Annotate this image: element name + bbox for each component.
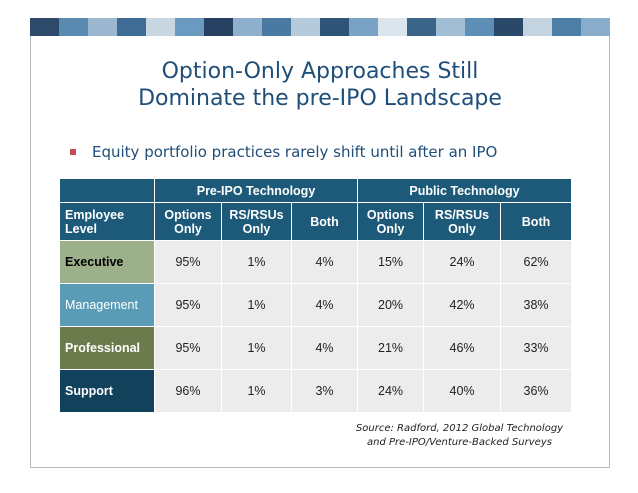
source-line-1: Source: Radford, 2012 Global Technology <box>355 423 564 434</box>
table-cell: 96% <box>154 369 222 413</box>
table-cell: 20% <box>357 283 425 327</box>
level-executive: Executive <box>59 240 155 284</box>
employee-level-header: Employee Level <box>59 202 155 241</box>
table-cell: 24% <box>357 369 425 413</box>
level-support: Support <box>59 369 155 413</box>
group-header-public: Public Technology <box>357 178 573 203</box>
group-header-pre-ipo: Pre-IPO Technology <box>153 178 359 203</box>
top-color-band <box>30 18 610 36</box>
level-professional: Professional <box>59 326 155 370</box>
col-header-rs-rsus-only: RS/RSUs Only <box>221 202 292 241</box>
table-cell: 1% <box>221 283 292 327</box>
table-cell: 62% <box>500 240 573 284</box>
table-cell: 95% <box>154 240 222 284</box>
table-cell: 24% <box>423 240 502 284</box>
source-note: Source: Radford, 2012 Global Technology … <box>352 422 567 450</box>
table-row-executive: Executive 95% 1% 4% 15% 24% 62% <box>59 240 573 284</box>
equity-table: Pre-IPO Technology Public Technology Emp… <box>59 178 573 413</box>
table-row-management: Management 95% 1% 4% 20% 42% 38% <box>59 283 573 327</box>
col-header-options-only-public: Options Only <box>357 202 425 241</box>
table-cell: 40% <box>423 369 502 413</box>
table-cell: 36% <box>500 369 573 413</box>
table-cell: 4% <box>290 283 359 327</box>
level-management: Management <box>59 283 155 327</box>
table-cell: 46% <box>423 326 502 370</box>
bullet-text: Equity portfolio practices rarely shift … <box>92 143 498 161</box>
table-cell: 4% <box>290 240 359 284</box>
source-line-2: and Pre-IPO/Venture-Backed Surveys <box>367 437 552 448</box>
table-cell: 1% <box>221 326 292 370</box>
slide-title: Option-Only Approaches Still Dominate th… <box>30 58 610 112</box>
table-cell: 42% <box>423 283 502 327</box>
col-header-options-only: Options Only <box>154 202 222 241</box>
title-line-2: Dominate the pre-IPO Landscape <box>138 86 502 111</box>
table-cell: 38% <box>500 283 573 327</box>
col-header-rs-rsus-only-public: RS/RSUs Only <box>423 202 502 241</box>
bullet-point: Equity portfolio practices rarely shift … <box>70 143 497 161</box>
empty-header-cell <box>59 178 155 203</box>
col-header-both: Both <box>290 202 359 241</box>
table-row-professional: Professional 95% 1% 4% 21% 46% 33% <box>59 326 573 370</box>
table-cell: 1% <box>221 369 292 413</box>
title-line-1: Option-Only Approaches Still <box>161 59 479 84</box>
table-cell: 95% <box>154 283 222 327</box>
col-header-both-public: Both <box>500 202 573 241</box>
table-cell: 15% <box>357 240 425 284</box>
table-cell: 33% <box>500 326 573 370</box>
table-cell: 3% <box>290 369 359 413</box>
table-row-support: Support 96% 1% 3% 24% 40% 36% <box>59 369 573 413</box>
bullet-square-icon <box>70 149 76 155</box>
table-cell: 21% <box>357 326 425 370</box>
table-cell: 95% <box>154 326 222 370</box>
table-cell: 4% <box>290 326 359 370</box>
table-cell: 1% <box>221 240 292 284</box>
